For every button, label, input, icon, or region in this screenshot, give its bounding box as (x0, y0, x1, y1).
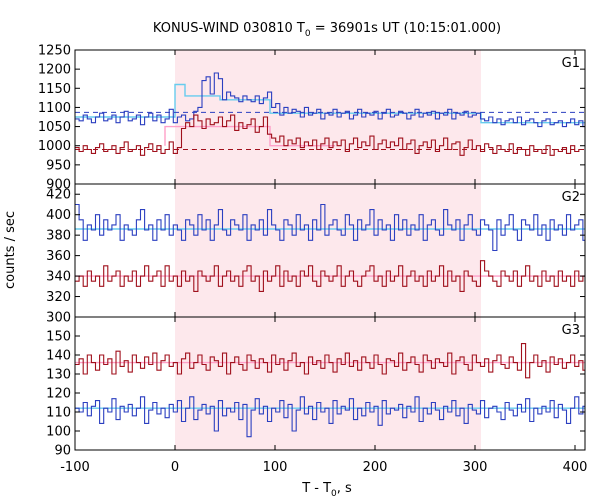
panel-g2-plot (75, 203, 585, 292)
y-axis-label: counts / sec (3, 211, 18, 289)
panel-g3-tag: G3 (562, 323, 580, 338)
y-tick-label: 360 (46, 249, 71, 264)
y-tick-label: 1200 (38, 63, 71, 78)
y-tick-label: 100 (46, 425, 71, 440)
x-tick-label: 200 (363, 460, 388, 475)
y-tick-label: 1250 (38, 44, 71, 59)
x-tick-label: 400 (563, 460, 588, 475)
panel-g3-blue-series (75, 396, 585, 438)
y-tick-label: 380 (46, 229, 71, 244)
y-tick-label: 400 (46, 208, 71, 223)
panel-g3-frame (74, 316, 586, 451)
panel-g1-blue-series (75, 72, 585, 128)
chart-title: KONUS-WIND 030810 T0 = 36901s UT (10:15:… (153, 21, 501, 39)
y-tick-label: 1050 (38, 120, 71, 135)
y-tick-label: 1100 (38, 101, 71, 116)
y-tick-label: 140 (46, 349, 71, 364)
y-tick-label: 1000 (38, 139, 71, 154)
highlight-layer (175, 50, 481, 450)
data-layer (75, 72, 585, 438)
y-tick-label: 320 (46, 290, 71, 305)
y-tick-label: 340 (46, 270, 71, 285)
text-layer: KONUS-WIND 030810 T0 = 36901s UT (10:15:… (3, 21, 587, 499)
y-tick-label: 900 (46, 178, 71, 193)
panel-g1-red-series (75, 114, 583, 156)
axes-layer (74, 49, 586, 451)
panel-g1-tag: G1 (562, 56, 580, 71)
panel-g2-tag: G2 (562, 190, 580, 205)
y-tick-label: 120 (46, 387, 71, 402)
y-tick-label: 300 (46, 311, 71, 326)
panel-g3-red-series (75, 343, 585, 379)
y-tick-label: 950 (46, 158, 71, 173)
x-tick-label: 300 (463, 460, 488, 475)
panel-g2-blue-series (75, 203, 585, 252)
panel-g1-plot (75, 72, 585, 156)
panel-g2-red-series (75, 260, 585, 292)
x-tick-label: 100 (263, 460, 288, 475)
highlight-interval (175, 50, 481, 450)
y-tick-label: 150 (46, 330, 71, 345)
y-tick-label: 420 (46, 188, 71, 203)
x-tick-label: -100 (60, 460, 90, 475)
panel-g3-plot (75, 343, 585, 438)
y-tick-label: 110 (46, 406, 71, 421)
x-tick-label: 0 (171, 460, 179, 475)
y-tick-label: 130 (46, 368, 71, 383)
x-axis-label: T - T0, s (301, 481, 352, 499)
y-tick-label: 90 (54, 444, 71, 459)
y-tick-label: 1150 (38, 82, 71, 97)
panel-g1-pink-fit-line (164, 125, 335, 147)
